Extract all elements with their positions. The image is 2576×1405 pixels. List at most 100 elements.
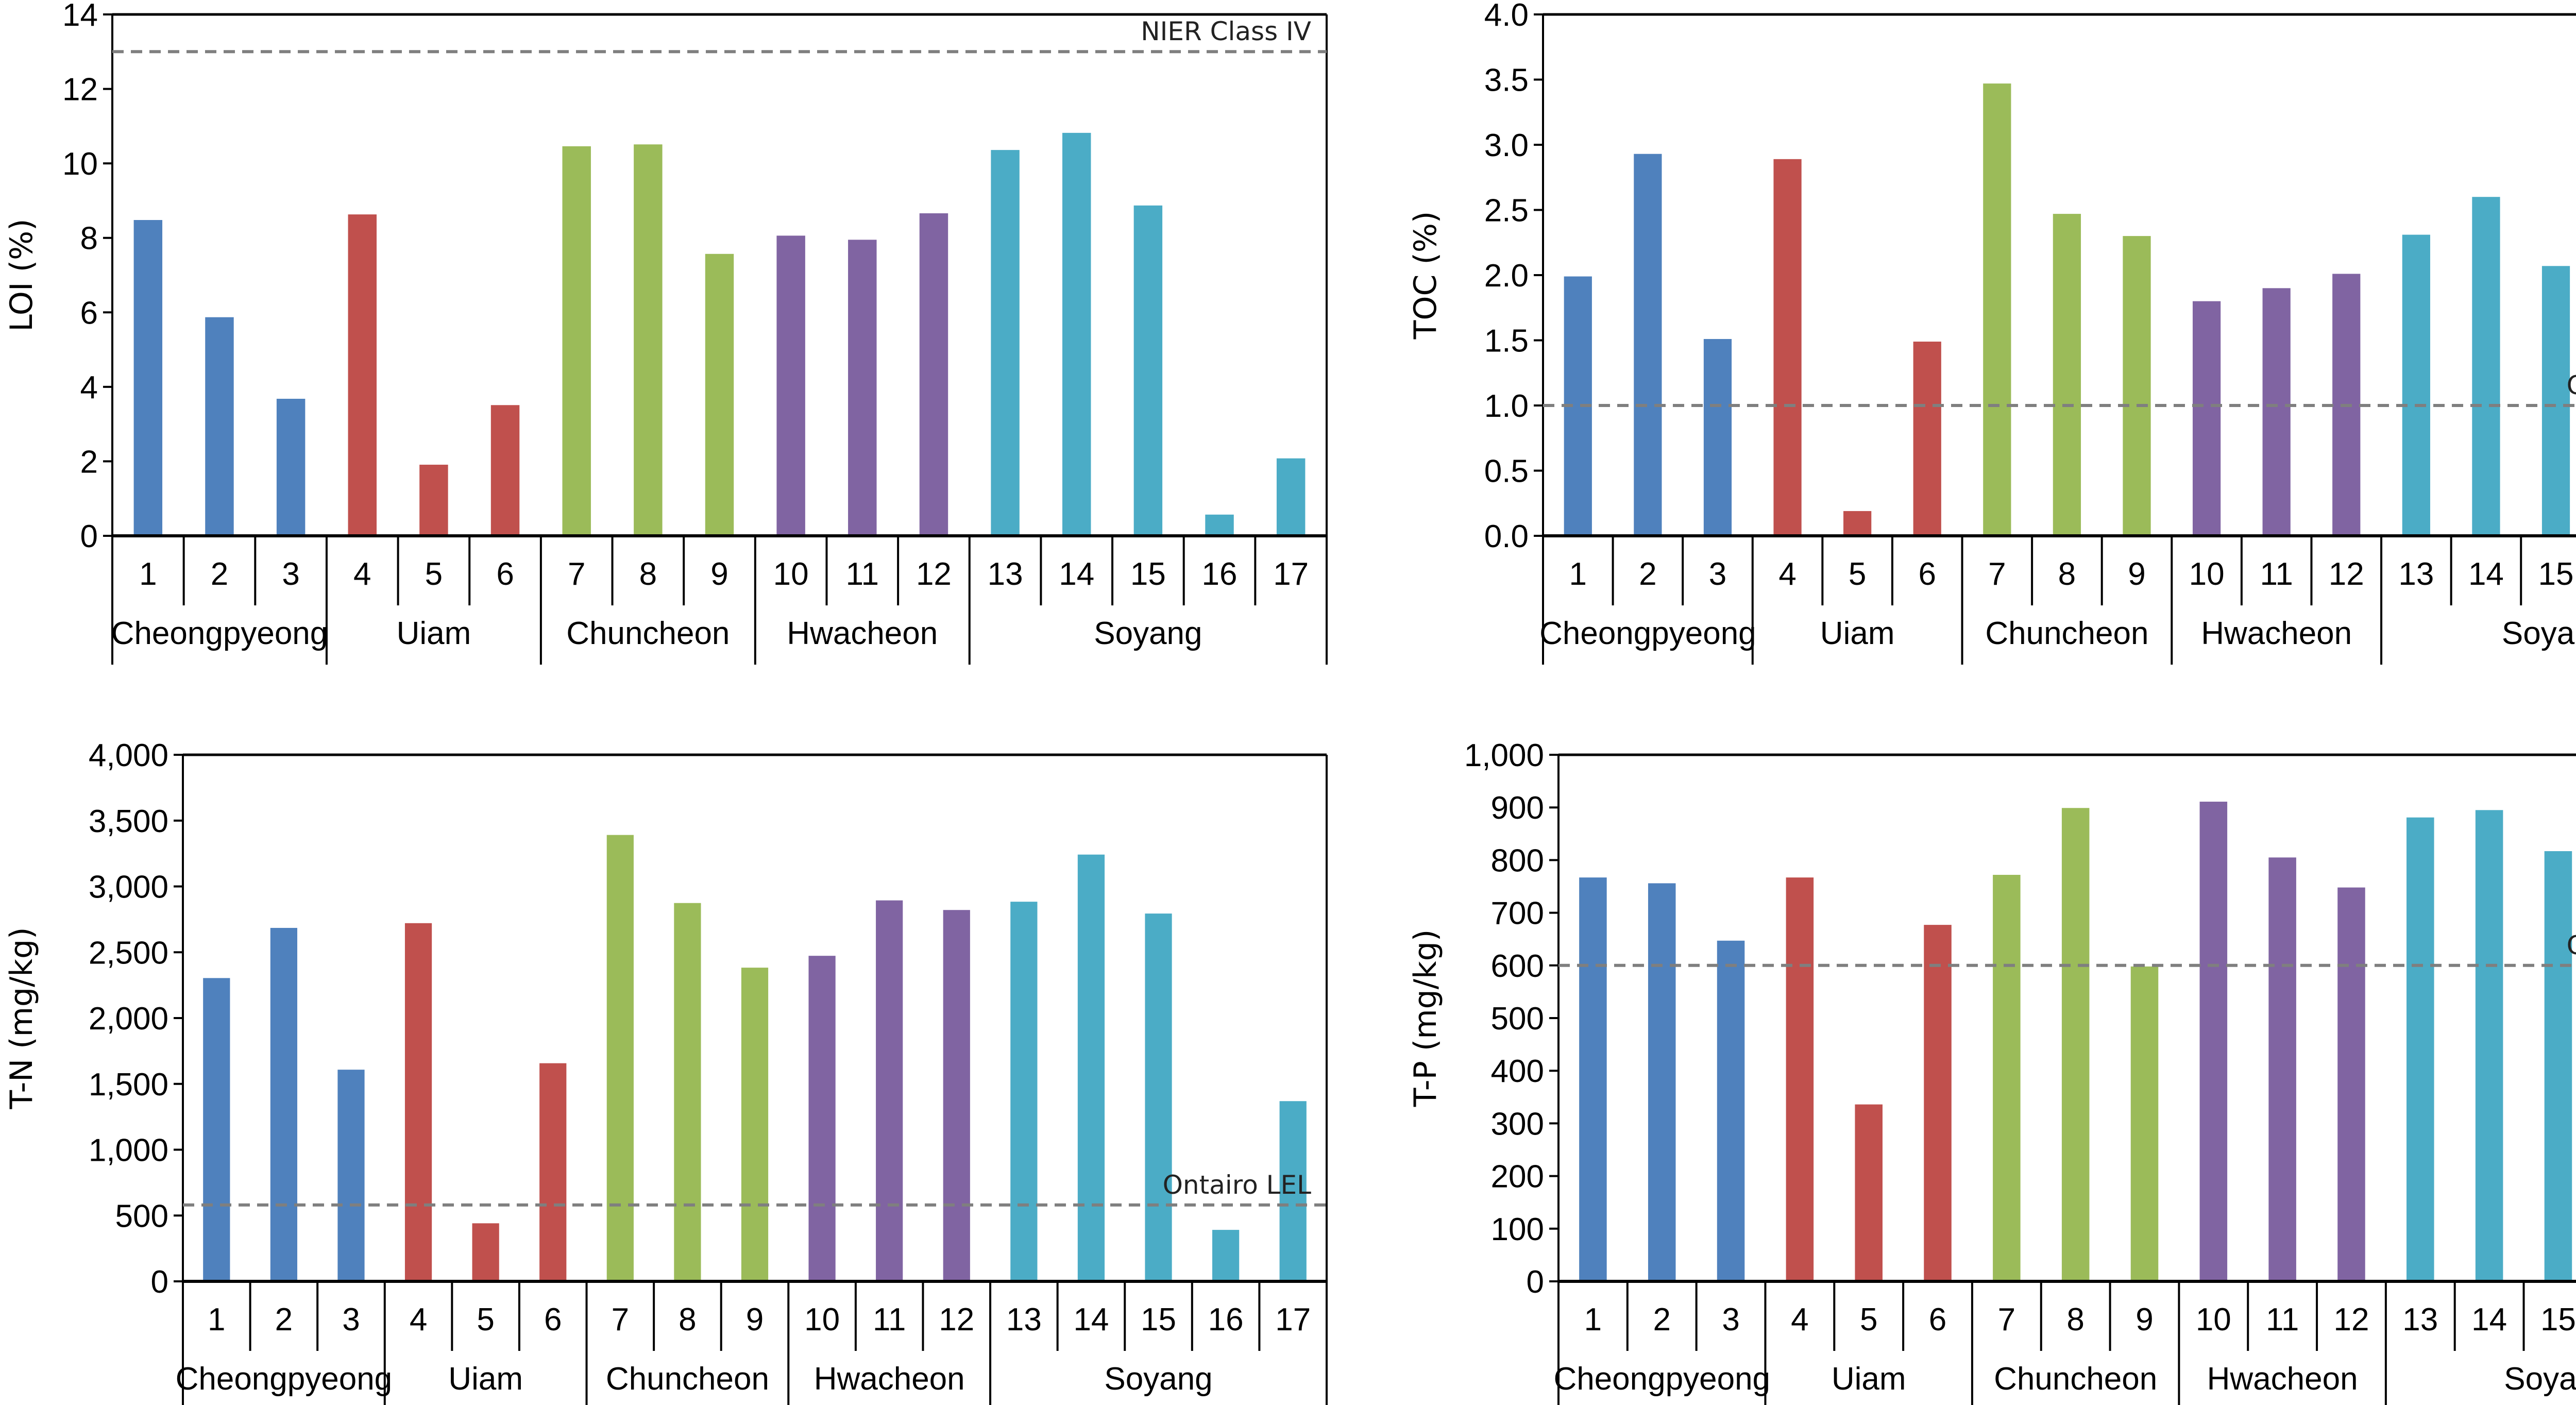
bar-6 bbox=[1924, 925, 1952, 1281]
bar-4 bbox=[348, 214, 377, 536]
x-tick-label: 1 bbox=[1584, 1302, 1602, 1338]
bar-5 bbox=[1855, 1104, 1883, 1281]
y-tick-label: 14 bbox=[62, 0, 98, 33]
tn-chart: 0 500 1,000 1,500 2,000 2,500 3,000 3,500 4,000 T… bbox=[4, 738, 1328, 1405]
bar-17 bbox=[1279, 1101, 1307, 1281]
group-label: Cheongpyeong bbox=[111, 616, 328, 651]
x-tick-label: 11 bbox=[2260, 556, 2293, 592]
x-tick-label: 15 bbox=[2540, 1302, 2576, 1338]
bar-6 bbox=[1913, 342, 1941, 536]
x-tick-label: 16 bbox=[1208, 1302, 1244, 1338]
group-label: Chuncheon bbox=[566, 616, 730, 651]
bar-7 bbox=[562, 146, 591, 536]
x-tick-label: 12 bbox=[2333, 1302, 2369, 1338]
bar-15 bbox=[2544, 851, 2572, 1281]
x-tick-label: 6 bbox=[1929, 1302, 1946, 1338]
x-tick-label: 5 bbox=[1849, 556, 1866, 592]
bar-2 bbox=[1634, 154, 1662, 536]
y-tick-label: 900 bbox=[1491, 790, 1544, 826]
bar-1 bbox=[1579, 877, 1607, 1281]
x-tick-label: 1 bbox=[139, 556, 157, 592]
bar-10 bbox=[2199, 801, 2228, 1281]
bar-11 bbox=[2262, 288, 2291, 536]
bar-2 bbox=[205, 317, 234, 536]
x-tick-label: 13 bbox=[2402, 1302, 2438, 1338]
bar-13 bbox=[2402, 234, 2430, 536]
group-label: Hwacheon bbox=[2207, 1361, 2358, 1397]
y-tick-label: 2,500 bbox=[89, 935, 168, 971]
y-tick-label: 0.0 bbox=[1484, 519, 1529, 554]
y-tick-label: 2 bbox=[80, 444, 98, 480]
x-tick-label: 2 bbox=[1639, 556, 1656, 592]
x-tick-label: 10 bbox=[773, 556, 809, 592]
group-label: Uiam bbox=[1820, 616, 1895, 651]
bar-1 bbox=[133, 220, 163, 536]
bar-13 bbox=[991, 150, 1020, 536]
y-tick-label: 6 bbox=[80, 295, 98, 331]
y-tick-label: 500 bbox=[115, 1198, 168, 1234]
bar-17 bbox=[1276, 458, 1306, 536]
x-tick-label: 2 bbox=[211, 556, 228, 592]
reference-line-label: Ontairo LEL bbox=[2567, 370, 2576, 400]
bar-14 bbox=[1077, 854, 1105, 1281]
group-label: Uiam bbox=[1832, 1361, 1906, 1397]
x-tick-label: 15 bbox=[1130, 556, 1166, 592]
group-label: Soyang bbox=[1104, 1361, 1212, 1397]
x-tick-label: 6 bbox=[1918, 556, 1936, 592]
x-tick-label: 8 bbox=[2066, 1302, 2084, 1338]
x-tick-label: 17 bbox=[1273, 556, 1309, 592]
x-tick-label: 3 bbox=[1722, 1302, 1739, 1338]
y-tick-label: 100 bbox=[1491, 1212, 1544, 1247]
bar-11 bbox=[2268, 857, 2296, 1281]
bar-3 bbox=[1717, 940, 1745, 1281]
x-tick-label: 9 bbox=[2128, 556, 2145, 592]
bar-3 bbox=[276, 398, 306, 536]
bar-14 bbox=[2472, 197, 2500, 536]
x-tick-label: 5 bbox=[1860, 1302, 1877, 1338]
y-tick-label: 2.0 bbox=[1484, 258, 1529, 294]
x-tick-label: 4 bbox=[353, 556, 371, 592]
bar-12 bbox=[919, 213, 948, 536]
bar-8 bbox=[634, 144, 663, 536]
group-label: Cheongpyeong bbox=[1553, 1361, 1770, 1397]
bar-5 bbox=[419, 464, 448, 536]
bar-7 bbox=[1983, 83, 2011, 536]
x-tick-label: 13 bbox=[988, 556, 1023, 592]
y-tick-label: 2,000 bbox=[89, 1001, 168, 1037]
reference-line-label: NIER Class IV bbox=[1141, 16, 1311, 46]
x-tick-label: 1 bbox=[208, 1302, 225, 1338]
bar-9 bbox=[2123, 236, 2151, 536]
x-tick-label: 6 bbox=[496, 556, 514, 592]
bar-14 bbox=[1062, 132, 1091, 536]
bar-12 bbox=[943, 910, 970, 1281]
x-tick-label: 5 bbox=[477, 1302, 494, 1338]
x-tick-label: 3 bbox=[342, 1302, 360, 1338]
bar-2 bbox=[270, 927, 297, 1281]
x-tick-label: 1 bbox=[1569, 556, 1587, 592]
y-tick-label: 3.5 bbox=[1484, 63, 1529, 98]
group-label: Soyang bbox=[2504, 1361, 2576, 1397]
x-tick-label: 15 bbox=[1141, 1302, 1176, 1338]
y-tick-label: 4,000 bbox=[89, 738, 168, 773]
y-axis-title: T-N (mg/kg) bbox=[4, 927, 40, 1109]
bar-8 bbox=[2061, 808, 2090, 1281]
x-tick-label: 14 bbox=[2468, 556, 2504, 592]
bar-2 bbox=[1648, 883, 1676, 1281]
x-tick-label: 4 bbox=[410, 1302, 427, 1338]
x-tick-label: 8 bbox=[2058, 556, 2076, 592]
y-tick-label: 1,000 bbox=[1464, 738, 1544, 773]
y-tick-label: 1.5 bbox=[1484, 324, 1529, 359]
bar-10 bbox=[2192, 301, 2221, 536]
x-tick-label: 2 bbox=[275, 1302, 293, 1338]
x-tick-label: 10 bbox=[804, 1302, 840, 1338]
bar-9 bbox=[705, 253, 734, 536]
x-tick-label: 13 bbox=[1006, 1302, 1042, 1338]
x-tick-label: 9 bbox=[2136, 1302, 2153, 1338]
x-tick-label: 7 bbox=[1998, 1302, 2015, 1338]
group-label: Soyang bbox=[2502, 616, 2576, 651]
group-label: Cheongpyeong bbox=[1539, 616, 1756, 651]
group-label: Hwacheon bbox=[2201, 616, 2352, 651]
group-label: Hwacheon bbox=[787, 616, 938, 651]
x-tick-label: 6 bbox=[544, 1302, 562, 1338]
y-tick-label: 1,500 bbox=[89, 1067, 168, 1103]
